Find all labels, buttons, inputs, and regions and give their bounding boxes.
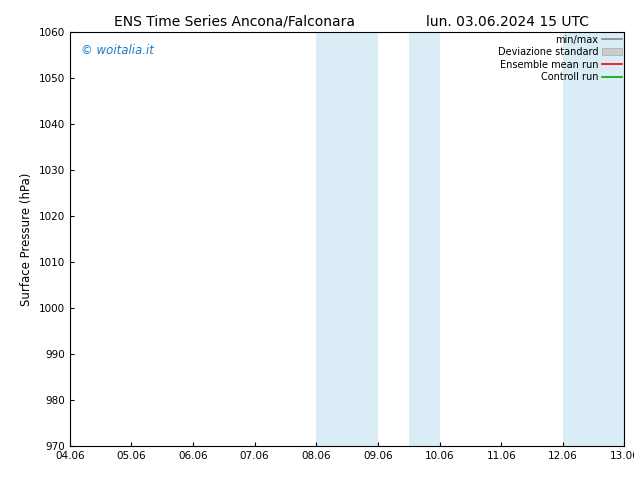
Bar [409, 32, 439, 446]
Text: © woitalia.it: © woitalia.it [81, 44, 153, 57]
Text: lun. 03.06.2024 15 UTC: lun. 03.06.2024 15 UTC [425, 15, 589, 29]
Bar [316, 32, 378, 446]
Bar [563, 32, 624, 446]
Y-axis label: Surface Pressure (hPa): Surface Pressure (hPa) [20, 172, 33, 306]
Legend: min/max, Deviazione standard, Ensemble mean run, Controll run: min/max, Deviazione standard, Ensemble m… [498, 35, 621, 82]
Text: ENS Time Series Ancona/Falconara: ENS Time Series Ancona/Falconara [114, 15, 355, 29]
